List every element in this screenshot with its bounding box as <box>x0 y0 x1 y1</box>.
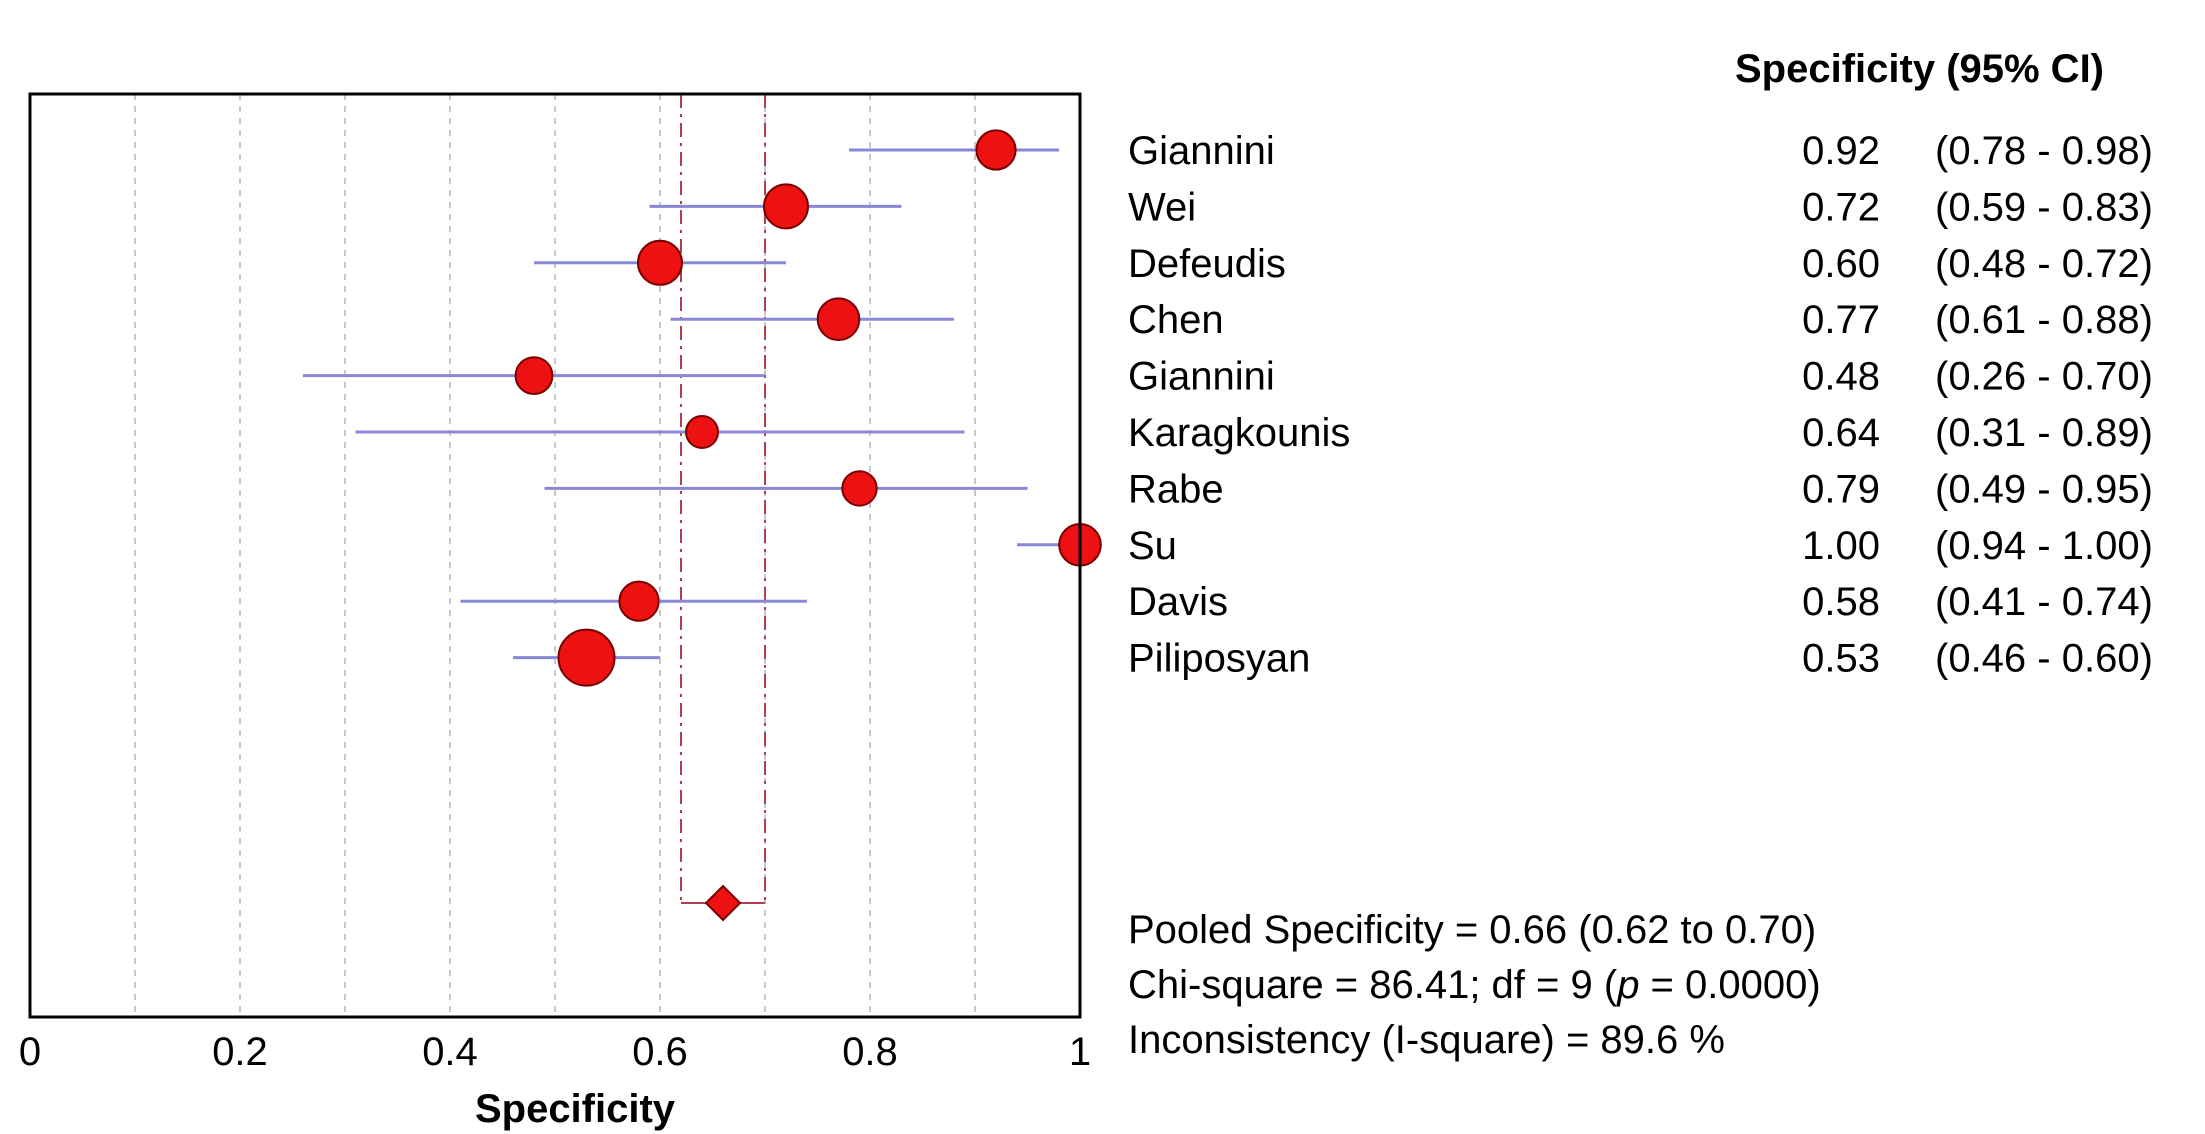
study-name: Rabe <box>1128 467 1224 511</box>
study-name: Defeudis <box>1128 242 1286 286</box>
summary-statistics: Pooled Specificity = 0.66 (0.62 to 0.70)… <box>1128 908 1821 1062</box>
study-point <box>557 628 616 687</box>
specificity-table-header: Specificity (95% CI) <box>1735 47 2104 91</box>
study-point <box>975 129 1017 171</box>
study-value: 0.60 <box>1802 242 1880 286</box>
study-name: Davis <box>1128 580 1228 624</box>
study-value: 0.77 <box>1802 298 1880 342</box>
pooled-diamond <box>704 884 742 922</box>
study-ci: (0.78 - 0.98) <box>1935 129 2153 173</box>
plot-frame <box>28 92 1082 1019</box>
study-value: 0.53 <box>1802 637 1880 681</box>
study-ci: (0.61 - 0.88) <box>1935 298 2153 342</box>
study-value: 0.72 <box>1802 185 1880 229</box>
summary-line: Chi-square = 86.41; df = 9 (p = 0.0000) <box>1128 963 1821 1007</box>
study-value: 1.00 <box>1802 524 1880 568</box>
study-name: Su <box>1128 524 1177 568</box>
study-point <box>841 470 878 507</box>
study-point <box>816 297 861 342</box>
study-point <box>685 415 719 449</box>
study-name: Karagkounis <box>1128 411 1350 455</box>
grid-lines <box>134 94 976 1017</box>
x-axis-tick-labels: 0 0.2 0.4 0.6 0.8 1 <box>19 1030 1091 1074</box>
study-name: Giannini <box>1128 355 1275 399</box>
study-name: Giannini <box>1128 129 1275 173</box>
study-ci: (0.48 - 0.72) <box>1935 242 2153 286</box>
study-markers <box>514 129 1102 922</box>
x-tick-label: 0.2 <box>212 1030 268 1074</box>
study-table: Giannini 0.92 (0.78 - 0.98) Wei 0.72 (0.59 - … <box>1128 129 2153 681</box>
x-tick-label: 0.6 <box>632 1030 688 1074</box>
study-ci: (0.31 - 0.89) <box>1935 411 2153 455</box>
x-axis-label: Specificity <box>475 1087 676 1131</box>
study-ci: (0.41 - 0.74) <box>1935 580 2153 624</box>
summary-line: Inconsistency (I-square) = 89.6 % <box>1128 1018 1725 1062</box>
study-name: Wei <box>1128 185 1196 229</box>
study-point <box>618 580 660 622</box>
x-tick-label: 0.8 <box>842 1030 898 1074</box>
study-name: Piliposyan <box>1128 637 1310 681</box>
summary-text-part: = 0.0000) <box>1639 963 1820 1007</box>
study-value: 0.64 <box>1802 411 1880 455</box>
x-tick-label: 0 <box>19 1030 41 1074</box>
summary-text-part: p <box>1616 963 1639 1007</box>
study-point <box>637 239 683 286</box>
study-ci: (0.59 - 0.83) <box>1935 185 2153 229</box>
study-value: 0.58 <box>1802 580 1880 624</box>
x-tick-label: 1 <box>1069 1030 1091 1074</box>
summary-text-part: Pooled Specificity = 0.66 (0.62 to 0.70) <box>1128 908 1816 952</box>
x-tick-label: 0.4 <box>422 1030 478 1074</box>
study-ci: (0.46 - 0.60) <box>1935 637 2153 681</box>
study-ci: (0.26 - 0.70) <box>1935 355 2153 399</box>
confidence-intervals <box>303 148 1080 660</box>
study-point <box>514 356 554 396</box>
study-ci: (0.94 - 1.00) <box>1935 524 2153 568</box>
summary-text-part: Inconsistency (I-square) = 89.6 % <box>1128 1018 1725 1062</box>
summary-line: Pooled Specificity = 0.66 (0.62 to 0.70) <box>1128 908 1816 952</box>
summary-text-part: Chi-square = 86.41; df = 9 ( <box>1128 963 1618 1007</box>
study-name: Chen <box>1128 298 1224 342</box>
study-value: 0.48 <box>1802 355 1880 399</box>
study-value: 0.79 <box>1802 467 1880 511</box>
study-ci: (0.49 - 0.95) <box>1935 467 2153 511</box>
study-value: 0.92 <box>1802 129 1880 173</box>
study-point <box>763 183 809 230</box>
